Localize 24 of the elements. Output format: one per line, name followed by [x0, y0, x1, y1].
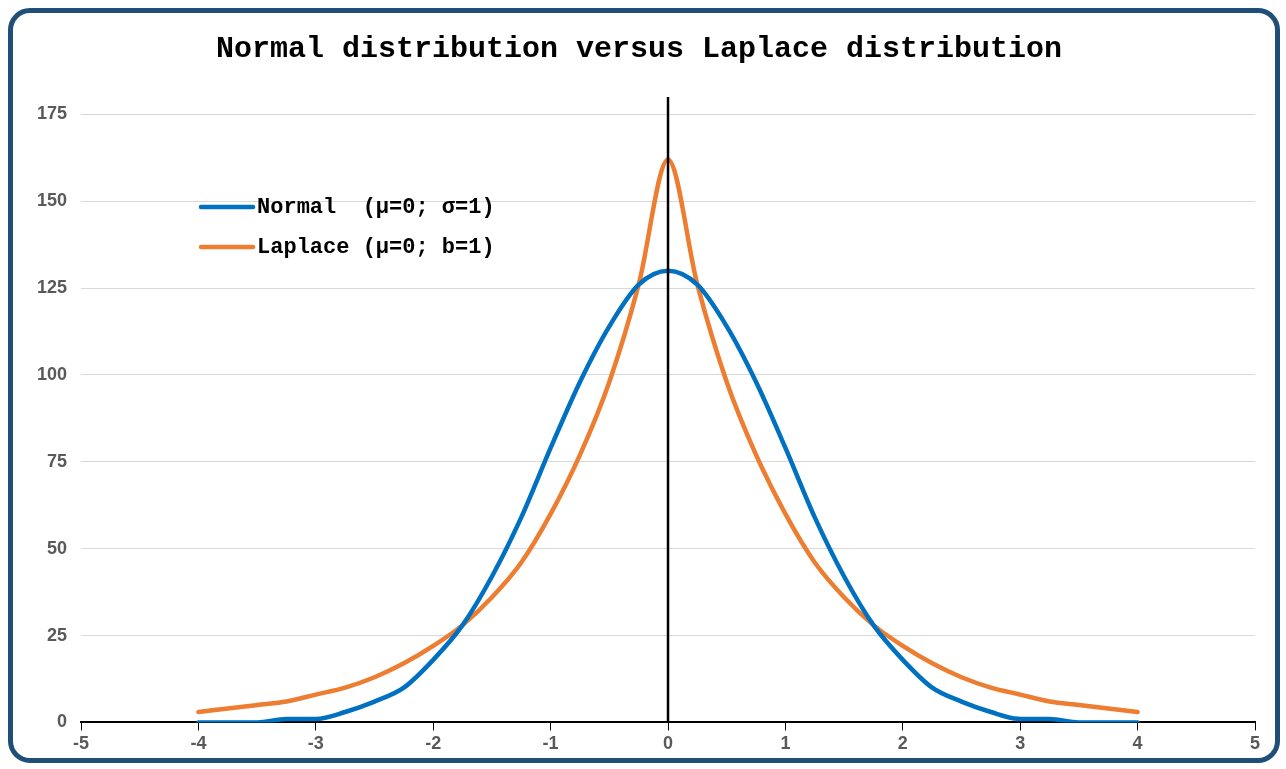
y-tick-label: 175 [36, 103, 68, 124]
x-tick-label: 3 [1015, 733, 1026, 754]
y-tick-label: 100 [36, 363, 68, 384]
line-series [196, 268, 1140, 723]
x-tick-label: -3 [307, 733, 324, 754]
line-series [196, 157, 1140, 715]
chart-title: Normal distribution versus Laplace distribution [215, 31, 1063, 66]
x-tick-label: -1 [542, 733, 559, 754]
y-tick-label: 0 [57, 711, 68, 732]
x-tick-label: -4 [190, 733, 207, 754]
legend-label: Normal (μ=0; σ=1) [257, 194, 495, 220]
x-tick-label: 1 [780, 733, 791, 754]
x-tick-label: 5 [1249, 733, 1261, 754]
y-tick-label: 50 [47, 537, 68, 558]
y-tick-label: 150 [36, 190, 68, 211]
x-tick-label: -5 [73, 733, 90, 754]
x-tick-label: 4 [1132, 733, 1143, 754]
y-tick-label: 25 [47, 624, 68, 645]
legend-label: Laplace (μ=0; b=1) [257, 234, 495, 260]
x-tick-label: 0 [663, 733, 674, 754]
x-tick-label: 2 [897, 733, 908, 754]
y-tick-label: 75 [47, 450, 68, 471]
y-tick-label: 125 [36, 277, 68, 298]
x-tick-label: -2 [425, 733, 442, 754]
